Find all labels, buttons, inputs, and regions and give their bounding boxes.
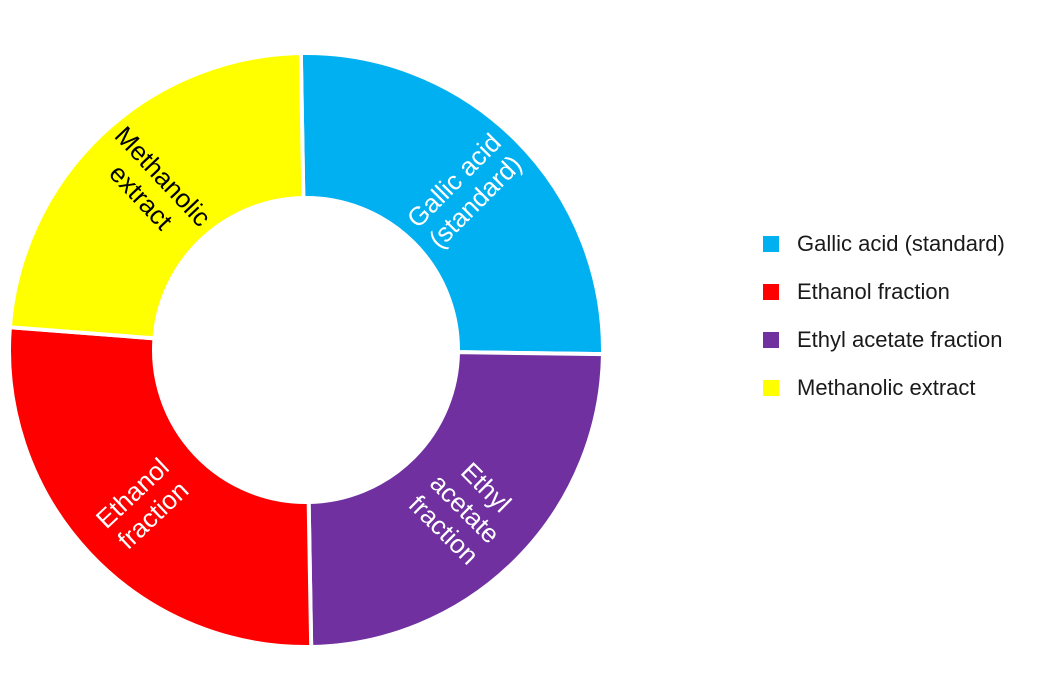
legend-label: Ethyl acetate fraction [797, 327, 1003, 352]
donut-chart: Gallic acid(standard)Ethylacetatefractio… [7, 51, 606, 649]
slice-gallic-acid-standard [298, 51, 605, 357]
legend-swatch [763, 236, 779, 252]
legend-item-ethanol-fraction: Ethanol fraction [763, 276, 1061, 308]
legend-item-methanolic-extract: Methanolic extract [763, 372, 1061, 404]
legend-swatch [763, 332, 779, 348]
legend-label: Methanolic extract [797, 375, 976, 400]
legend-label: Gallic acid (standard) [797, 231, 1005, 256]
legend-item-ethyl-acetate-fraction: Ethyl acetate fraction [763, 324, 1061, 356]
chart-legend: Gallic acid (standard) Ethanol fraction … [763, 228, 1061, 420]
legend-label: Ethanol fraction [797, 279, 950, 304]
legend-swatch [763, 380, 779, 396]
legend-item-gallic-acid: Gallic acid (standard) [763, 228, 1061, 260]
slice-ethanol-fraction [7, 325, 314, 649]
slice-methanolic-extract [7, 51, 306, 341]
legend-swatch [763, 284, 779, 300]
slice-ethyl-acetate-fraction [306, 350, 606, 649]
